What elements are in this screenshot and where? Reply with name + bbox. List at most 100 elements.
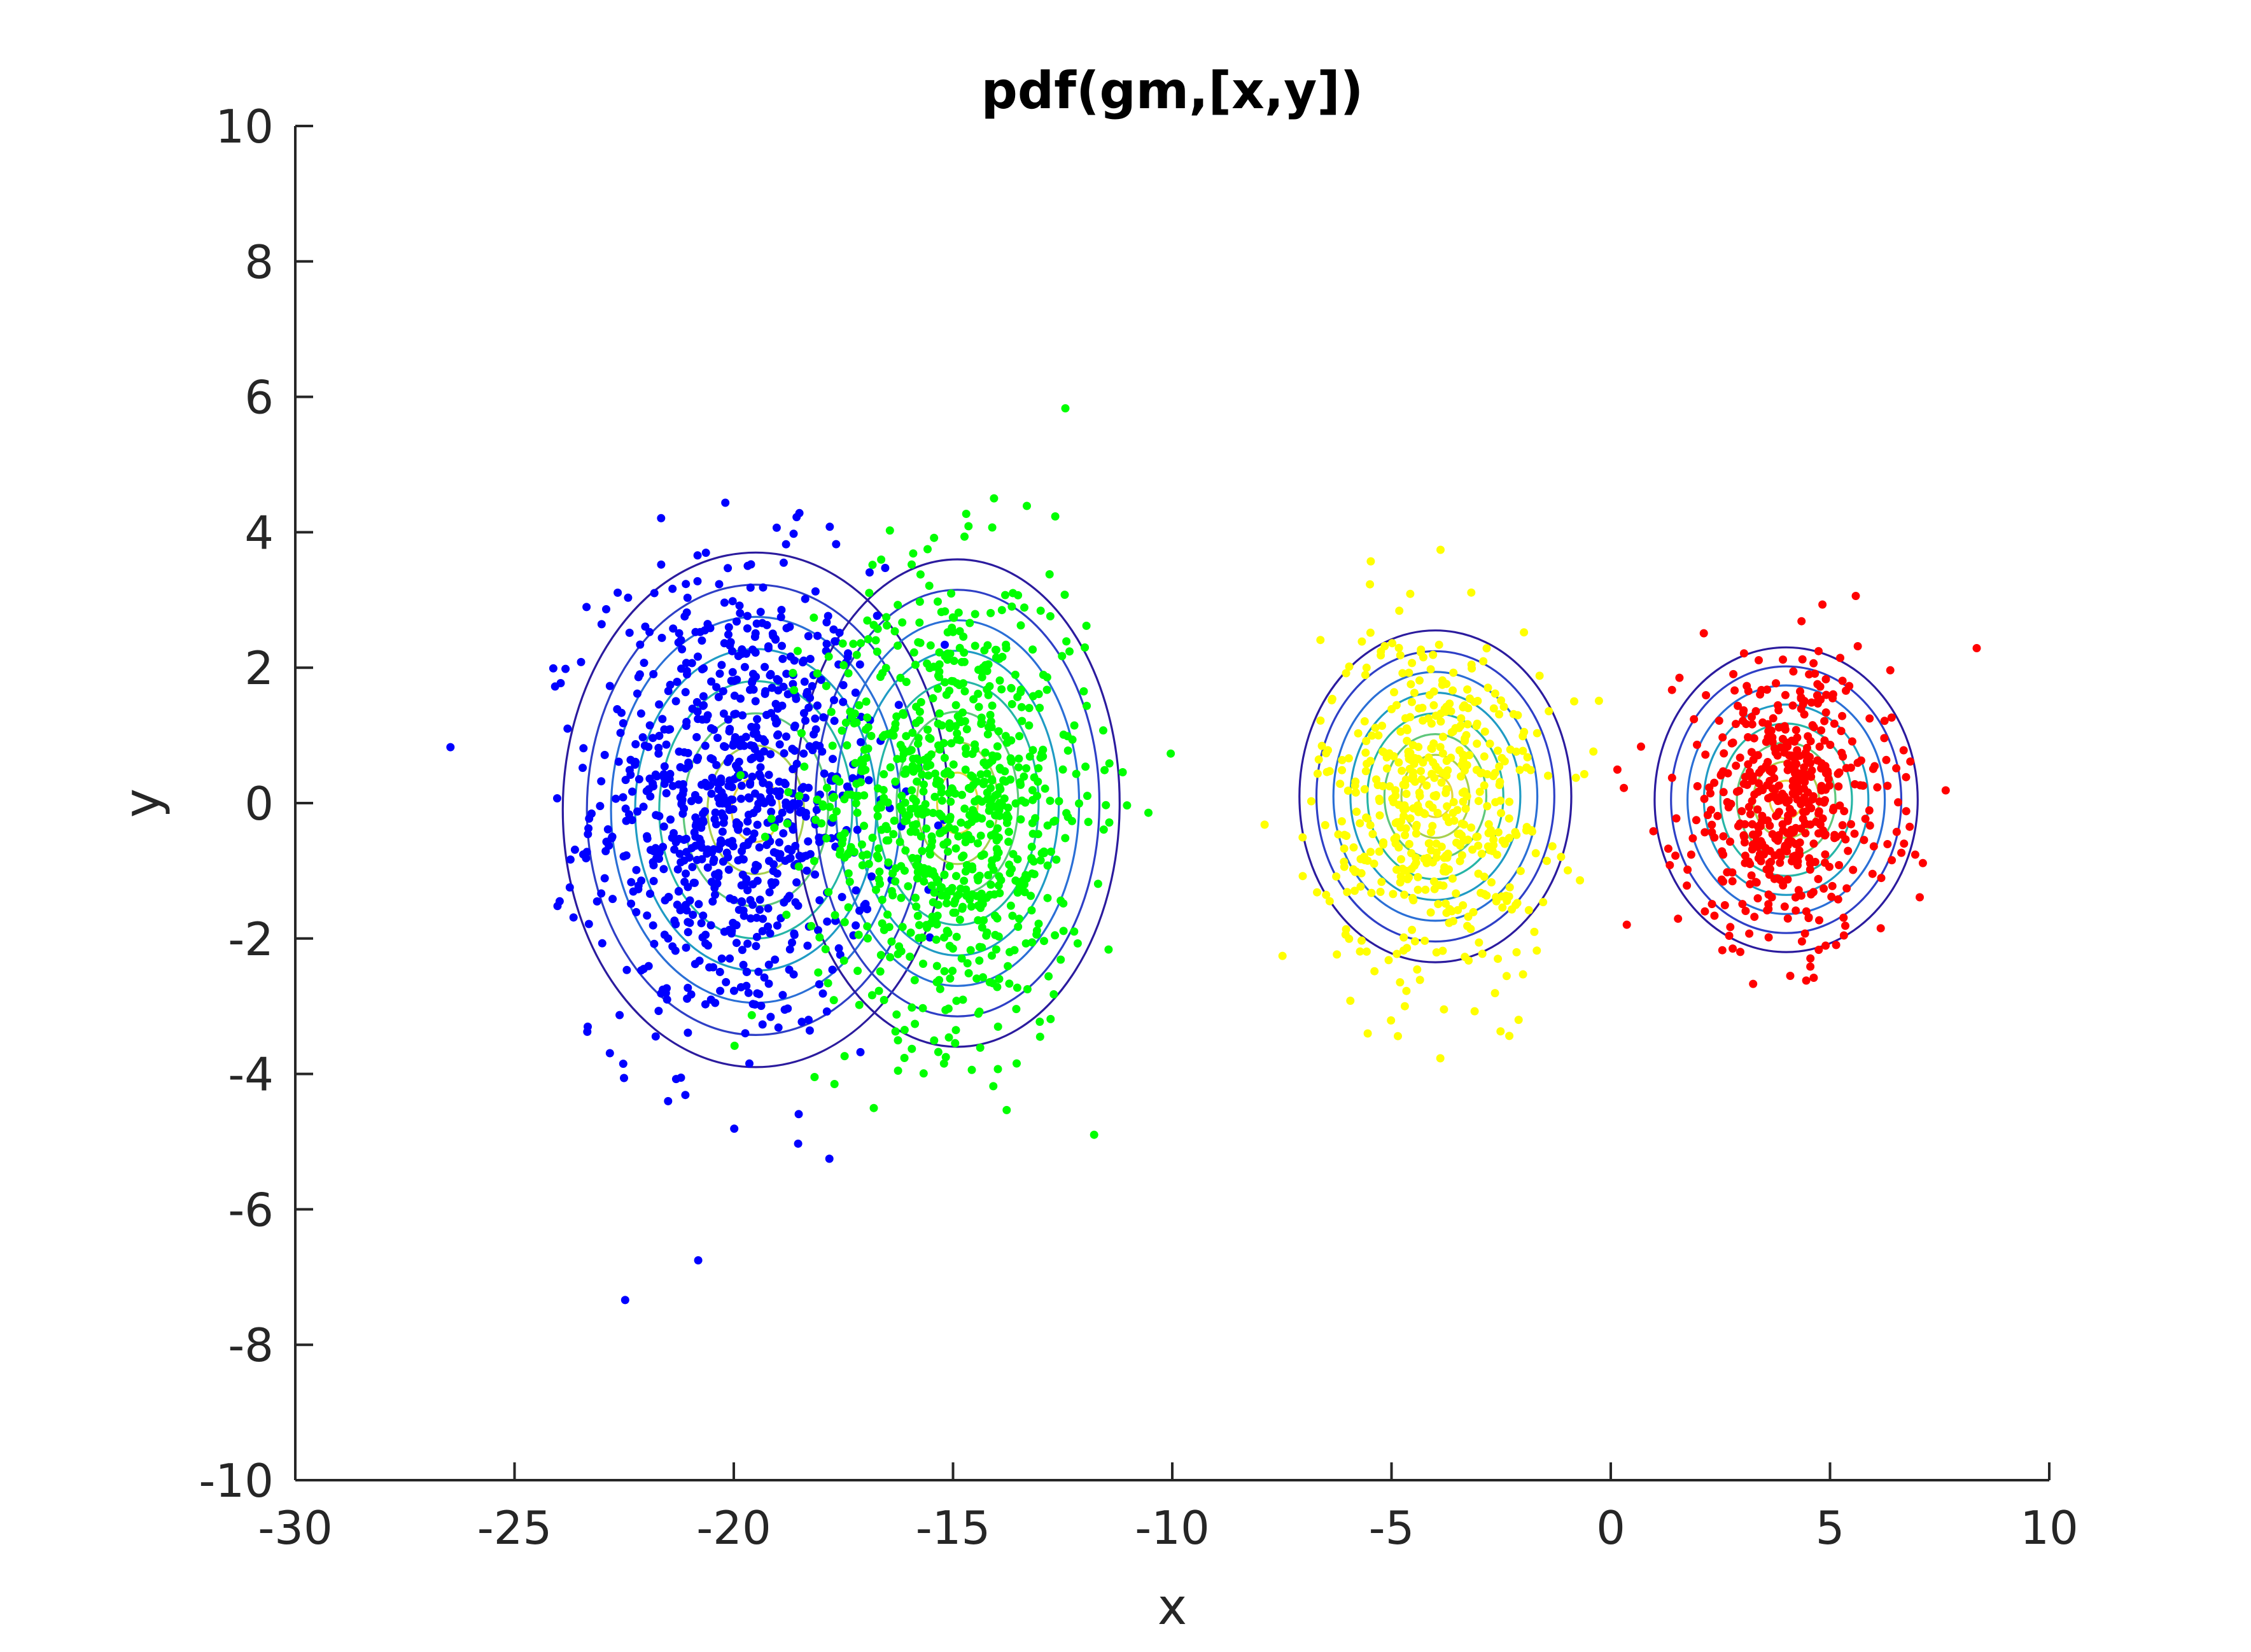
scatter-point	[646, 890, 654, 898]
scatter-point	[782, 911, 791, 919]
scatter-point	[941, 640, 949, 649]
scatter-point	[1039, 745, 1048, 754]
scatter-point	[1343, 888, 1352, 897]
scatter-point	[1046, 612, 1055, 620]
scatter-point	[1482, 891, 1491, 900]
scatter-point	[901, 811, 910, 820]
scatter-point	[915, 921, 923, 930]
scatter-point	[839, 697, 848, 706]
scatter-point	[1791, 769, 1799, 778]
scatter-point	[1475, 787, 1484, 796]
scatter-point	[851, 689, 860, 697]
scatter-point	[1788, 776, 1797, 785]
scatter-point	[1805, 670, 1814, 679]
scatter-point	[1030, 773, 1039, 782]
scatter-point	[616, 729, 625, 738]
scatter-point	[707, 724, 715, 732]
scatter-point	[671, 697, 680, 706]
scatter-point	[815, 980, 824, 989]
scatter-point	[874, 875, 883, 884]
scatter-point	[1378, 840, 1387, 849]
scatter-point	[883, 798, 892, 807]
scatter-point	[1083, 792, 1091, 801]
scatter-point	[579, 764, 587, 773]
scatter-point	[634, 881, 643, 890]
scatter-point	[1495, 781, 1504, 789]
scatter-point	[1718, 946, 1727, 955]
scatter-point	[1105, 759, 1114, 768]
scatter-point	[1780, 902, 1789, 911]
scatter-point	[960, 648, 969, 657]
scatter-point	[1474, 841, 1483, 850]
scatter-point	[857, 840, 866, 849]
scatter-point	[783, 690, 792, 699]
scatter-point	[960, 657, 969, 666]
scatter-point	[638, 733, 647, 742]
scatter-point	[1756, 690, 1765, 699]
scatter-point	[550, 682, 559, 691]
scatter-point	[1750, 734, 1758, 743]
scatter-point	[937, 608, 946, 617]
scatter-point	[926, 850, 934, 859]
scatter-point	[840, 795, 849, 804]
scatter-point	[1017, 703, 1026, 711]
scatter-point	[1455, 746, 1464, 755]
scatter-point	[728, 668, 737, 676]
scatter-point	[803, 866, 811, 875]
scatter-point	[1394, 758, 1403, 767]
scatter-point	[1755, 850, 1764, 858]
scatter-point	[600, 874, 609, 883]
scatter-point	[709, 963, 718, 972]
scatter-point	[984, 723, 993, 732]
scatter-point	[1052, 855, 1061, 864]
scatter-point	[1011, 799, 1020, 808]
scatter-point	[1911, 850, 1919, 859]
scatter-point	[774, 686, 783, 695]
scatter-point	[698, 665, 706, 674]
scatter-point	[1774, 831, 1783, 839]
scatter-point	[1408, 697, 1416, 706]
scatter-point	[1001, 591, 1009, 599]
scatter-point	[621, 804, 630, 813]
scatter-point	[818, 989, 827, 998]
scatter-point	[990, 494, 999, 503]
scatter-point	[1780, 844, 1789, 853]
scatter-point	[1829, 804, 1838, 812]
contour-line	[561, 551, 950, 1068]
scatter-point	[1376, 888, 1385, 896]
scatter-point	[881, 822, 890, 830]
scatter-point	[882, 613, 891, 622]
y-tick-label: 8	[244, 235, 274, 289]
scatter-point	[782, 669, 791, 678]
scatter-point	[1713, 811, 1722, 820]
scatter-point	[1613, 765, 1622, 774]
scatter-point	[1545, 707, 1553, 716]
scatter-point	[1410, 937, 1419, 946]
scatter-point	[754, 967, 763, 976]
scatter-point	[1406, 814, 1415, 823]
scatter-point	[636, 709, 645, 718]
scatter-point	[1406, 680, 1415, 689]
x-tick-label: 10	[2020, 1501, 2079, 1555]
contour-line	[1332, 671, 1539, 922]
scatter-point	[1765, 859, 1774, 867]
scatter-point	[773, 704, 782, 713]
scatter-point	[747, 755, 755, 764]
scatter-point	[1408, 773, 1417, 781]
scatter-point	[1370, 859, 1378, 868]
scatter-point	[1883, 840, 1892, 848]
scatter-series-2	[1260, 545, 1603, 1063]
scatter-point	[992, 645, 1000, 654]
scatter-point	[930, 792, 939, 801]
scatter-point	[1405, 764, 1414, 773]
scatter-point	[711, 890, 719, 899]
scatter-point	[775, 792, 783, 801]
scatter-point	[1338, 755, 1347, 764]
scatter-point	[1104, 945, 1113, 954]
scatter-point	[677, 636, 685, 645]
scatter-point	[597, 620, 606, 629]
scatter-point	[1014, 763, 1023, 772]
scatter-point	[925, 582, 934, 590]
scatter-point	[1814, 647, 1823, 655]
scatter-point	[810, 730, 818, 739]
